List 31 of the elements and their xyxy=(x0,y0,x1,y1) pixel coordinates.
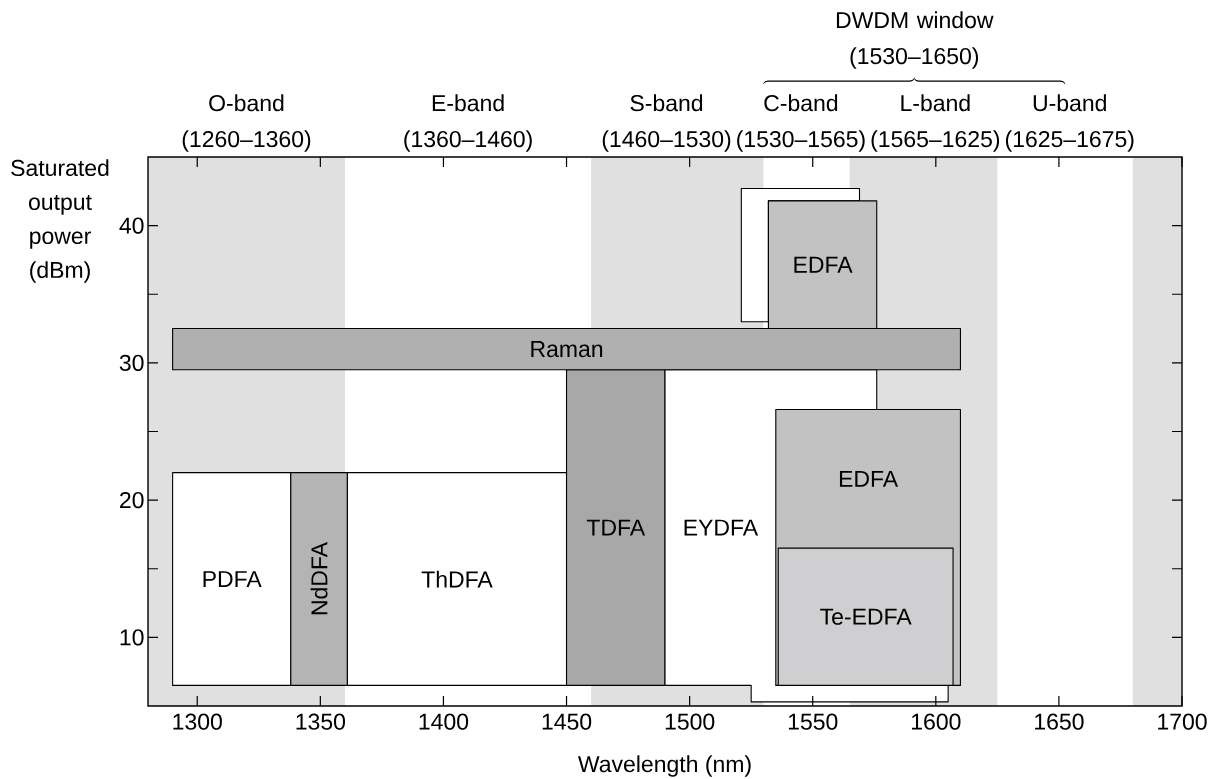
series-label: Te-EDFA xyxy=(820,608,912,625)
band-label: L-band (1565–1625) xyxy=(871,94,1000,152)
band-label: S-band (1460–1530) xyxy=(602,94,731,152)
x-tick-label: 1550 xyxy=(788,713,838,730)
series-label: ThDFA xyxy=(421,570,493,588)
y-axis-title: Saturated output power (dBm) xyxy=(11,159,109,283)
text: DWDM window (1530–1650) xyxy=(836,11,994,69)
text: U-band (1625–1675) xyxy=(1005,94,1134,152)
x-tick-label: 1650 xyxy=(1035,713,1084,730)
series-label: EYDFA xyxy=(684,519,759,536)
series-label: EDFA xyxy=(839,470,899,487)
y-tick-label: 40 xyxy=(119,217,144,234)
x-tick-label: 1400 xyxy=(419,713,469,730)
x-tick-label: 1500 xyxy=(665,713,715,730)
series-label: EDFA xyxy=(794,256,853,273)
text: C-band (1530–1565) xyxy=(737,94,865,152)
x-tick-label: 1350 xyxy=(296,713,346,730)
y-tick-label: 10 xyxy=(120,629,144,646)
x-tick-label: 1600 xyxy=(911,713,961,730)
x-tick-label: 1450 xyxy=(542,713,592,730)
y-tick-label: 20 xyxy=(120,491,144,509)
series-label: TDFA xyxy=(586,519,646,536)
x-tick-label: 1700 xyxy=(1158,713,1207,730)
series-label: Raman xyxy=(531,341,603,358)
text: E-band (1360–1460) xyxy=(404,94,532,152)
band-label: O-band (1260–1360) xyxy=(182,94,311,152)
series-label: PDFA xyxy=(203,571,262,587)
y-tick-label: 30 xyxy=(119,354,144,372)
x-axis-title: Wavelength (nm) xyxy=(577,755,751,777)
x-tick-label: 1300 xyxy=(173,713,222,730)
series-label: NdDFA xyxy=(310,542,328,615)
